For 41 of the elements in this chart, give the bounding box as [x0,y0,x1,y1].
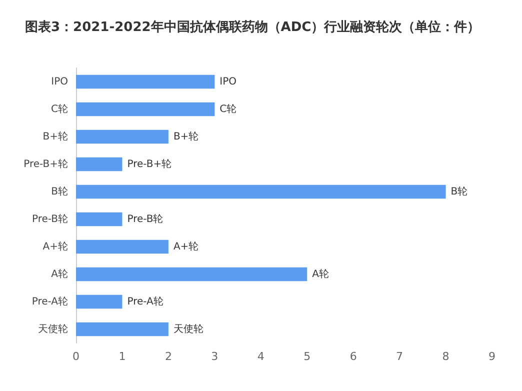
x-tick-label: 1 [118,350,126,363]
y-tick-label: 天使轮 [38,322,68,335]
x-tick-label: 9 [488,350,496,363]
x-tick-label: 6 [350,350,357,363]
data-label: A+轮 [173,240,199,252]
x-tick-label: 3 [211,350,218,363]
x-tick-label: 7 [396,350,404,363]
bar [76,157,122,172]
x-tick-label: 8 [442,350,450,363]
bar [76,130,168,144]
bar [76,240,168,254]
bar [76,102,215,116]
bar [76,184,446,199]
data-label: C轮 [220,102,237,115]
data-label: B+轮 [173,130,199,142]
y-tick-label: B+轮 [42,130,68,142]
x-tick-label: 4 [257,350,264,363]
x-tick-label: 0 [72,350,80,363]
y-tick-label: Pre-B轮 [32,212,68,225]
y-tick-label: A+轮 [42,240,68,252]
data-label: A轮 [312,268,329,280]
data-label: B轮 [450,185,468,198]
bar [76,74,215,89]
data-label: Pre-A轮 [127,295,164,308]
x-tick-label: 5 [304,350,311,363]
bar [76,212,122,226]
bar [76,294,122,309]
y-tick-label: C轮 [51,102,68,115]
y-tick-label: Pre-A轮 [32,295,68,308]
y-tick-label: B轮 [51,185,68,198]
data-label: IPO [220,76,237,88]
y-tick-label: IPO [51,76,68,88]
data-label: 天使轮 [173,322,204,335]
y-tick-label: A轮 [51,268,68,280]
data-label: Pre-B轮 [127,212,164,225]
x-tick-label: 2 [164,350,172,363]
bar [76,322,168,336]
data-label: Pre-B+轮 [127,158,172,170]
y-tick-label: Pre-B+轮 [24,158,68,170]
bar [76,267,308,282]
chart-title: 图表3：2021-2022年中国抗体偶联药物（ADC）行业融资轮次（单位：件） [25,19,480,35]
